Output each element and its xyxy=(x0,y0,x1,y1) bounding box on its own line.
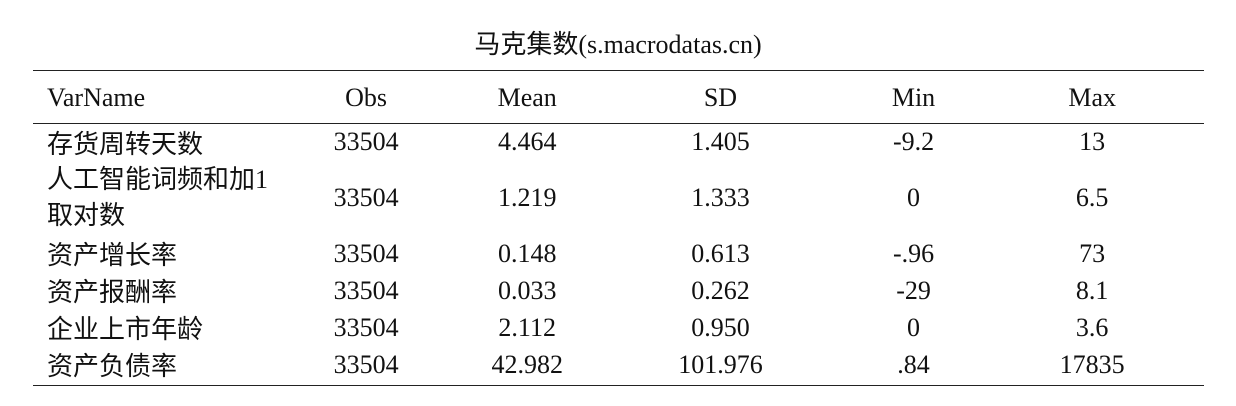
table-row: 资产增长率 33504 0.148 0.613 -.96 73 xyxy=(33,235,1204,272)
min-cell: 0 xyxy=(907,312,921,342)
sd-cell: 101.976 xyxy=(678,349,763,379)
varname-cell: 人工智能词频和加1取对数 xyxy=(33,161,272,235)
column-header-min: Min xyxy=(891,82,936,112)
header-rule xyxy=(33,123,1204,124)
obs-cell: 33504 xyxy=(333,312,399,342)
max-cell: 73 xyxy=(1079,238,1106,268)
mean-cell: 1.219 xyxy=(497,183,557,212)
sd-cell: 0.262 xyxy=(691,275,750,305)
table-row: 资产负债率 33504 42.982 101.976 .84 17835 xyxy=(33,346,1204,383)
obs-cell: 33504 xyxy=(333,349,399,379)
top-rule xyxy=(33,70,1204,71)
obs-cell: 33504 xyxy=(333,127,399,156)
sd-cell: 0.613 xyxy=(691,238,750,268)
varname-cell: 资产报酬率 xyxy=(47,278,178,307)
table-title: 马克集数(s.macrodatas.cn) xyxy=(474,30,762,59)
obs-cell: 33504 xyxy=(333,275,399,305)
obs-cell: 33504 xyxy=(333,238,399,268)
max-cell: 3.6 xyxy=(1075,312,1109,342)
varname-cell: 资产负债率 xyxy=(47,352,178,381)
mean-cell: 4.464 xyxy=(497,127,557,156)
column-header-max: Max xyxy=(1068,82,1116,112)
min-cell: 0 xyxy=(907,183,921,212)
mean-cell: 0.148 xyxy=(497,238,557,268)
sd-cell: 0.950 xyxy=(691,312,750,342)
min-cell: -29 xyxy=(896,275,931,305)
max-cell: 6.5 xyxy=(1075,183,1109,212)
mean-cell: 42.982 xyxy=(491,349,563,379)
obs-cell: 33504 xyxy=(333,183,399,212)
sd-cell: 1.405 xyxy=(691,127,750,156)
column-header-obs: Obs xyxy=(345,82,388,112)
varname-cell: 资产增长率 xyxy=(47,241,178,270)
column-header-sd: SD xyxy=(703,82,738,112)
mean-cell: 0.033 xyxy=(497,275,557,305)
max-cell: 8.1 xyxy=(1075,275,1109,305)
min-cell: -.96 xyxy=(892,238,935,268)
min-cell: .84 xyxy=(897,349,930,379)
max-cell: 17835 xyxy=(1059,349,1125,379)
max-cell: 13 xyxy=(1079,127,1106,156)
sd-cell: 1.333 xyxy=(691,183,750,212)
table-row: 企业上市年龄 33504 2.112 0.950 0 3.6 xyxy=(33,309,1204,346)
bottom-rule xyxy=(33,385,1204,386)
varname-cell: 存货周转天数 xyxy=(47,129,204,159)
min-cell: -9.2 xyxy=(892,127,935,156)
header-row: VarName Obs Mean SD Min Max xyxy=(33,72,1204,123)
table-row: 资产报酬率 33504 0.033 0.262 -29 8.1 xyxy=(33,272,1204,309)
varname-cell: 企业上市年龄 xyxy=(47,315,204,344)
summary-statistics-table: VarName Obs Mean SD Min Max 存货周转天数 33504… xyxy=(33,72,1204,383)
table-row: 人工智能词频和加1取对数 33504 1.219 1.333 0 6.5 xyxy=(33,161,1204,235)
mean-cell: 2.112 xyxy=(498,312,556,342)
varname-text: 人工智能词频和加1取对数 xyxy=(47,165,269,230)
column-header-mean: Mean xyxy=(497,82,557,112)
table-row: 存货周转天数 33504 4.464 1.405 -9.2 13 xyxy=(33,123,1204,161)
column-header-varname: VarName xyxy=(47,82,146,112)
